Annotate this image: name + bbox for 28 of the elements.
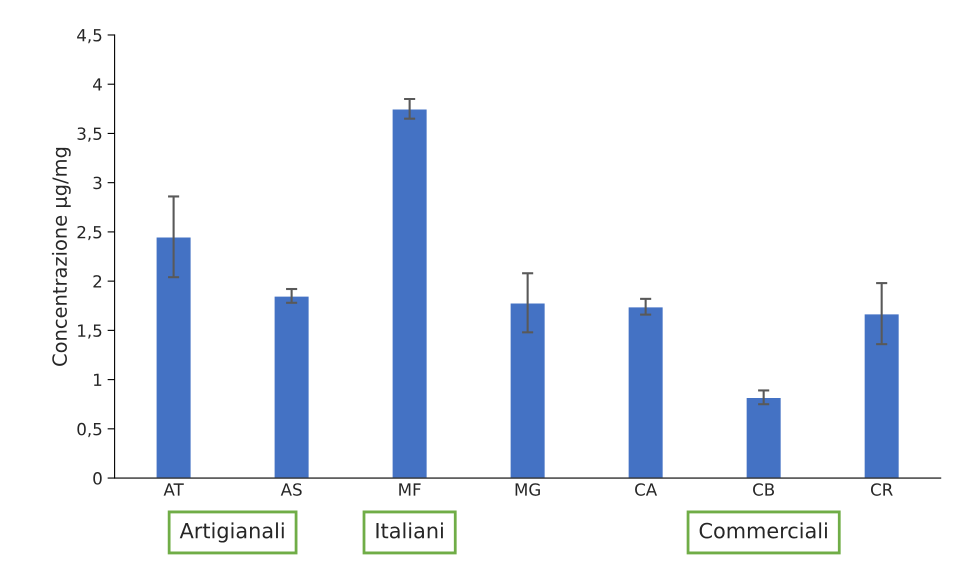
y-tick-label: 0 <box>93 472 102 485</box>
y-tick-label: 4 <box>93 78 102 91</box>
x-tick-label: CB <box>753 483 774 496</box>
y-tick-label: 3,5 <box>78 127 102 142</box>
x-tick-label: CR <box>870 483 893 496</box>
x-tick-label: MG <box>516 483 540 496</box>
bar <box>155 236 192 478</box>
text: Italiani <box>376 522 443 538</box>
y-tick-label: 2,5 <box>78 226 102 240</box>
x-tick-label: AT <box>164 483 184 496</box>
y-axis-title: Concentrazione µg/mg <box>52 148 71 366</box>
x-tick-label: MF <box>399 483 421 496</box>
bar <box>509 302 546 478</box>
x-tick-label: AS <box>280 483 302 496</box>
bar <box>627 306 664 478</box>
y-tick-label: 1 <box>94 374 102 386</box>
y-tick-label: 1,5 <box>78 324 102 339</box>
y-tick-label: 4,5 <box>77 29 102 44</box>
bar <box>745 396 782 478</box>
text: Artigianali <box>180 522 284 543</box>
y-tick-label: 0,5 <box>77 422 102 438</box>
text: Commerciali <box>700 522 827 538</box>
bar <box>273 295 310 478</box>
y-tick-label: 3 <box>93 176 102 190</box>
bar <box>391 108 428 478</box>
y-tick-label: 2 <box>93 275 102 288</box>
x-tick-label: CA <box>635 483 658 496</box>
bar <box>863 312 900 478</box>
